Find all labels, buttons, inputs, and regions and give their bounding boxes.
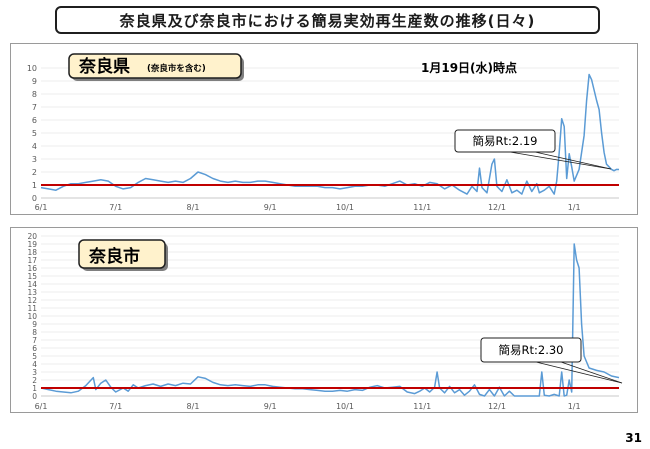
chart2-y-tick-label: 17 bbox=[27, 256, 37, 265]
chart1-x-tick-label: 12/1 bbox=[488, 203, 506, 212]
chart2-y-tick-label: 16 bbox=[27, 264, 37, 273]
chart2-x-tick-label: 1/1 bbox=[568, 402, 581, 411]
chart1-x-tick-label: 10/1 bbox=[336, 203, 354, 212]
chart1-rt-series-line bbox=[40, 73, 620, 195]
chart2-y-tick-label: 10 bbox=[27, 312, 37, 321]
chart-nara-prefecture: 0 1 2 3 4 5 6 7 8 9 10 6/1 7/1 8/1 9/1 10/1 11/1 12/1 1/1 奈… bbox=[27, 53, 620, 212]
chart2-y-tick-label: 4 bbox=[32, 360, 37, 369]
chart-panel-nara-prefecture: 0 1 2 3 4 5 6 7 8 9 10 6/1 7/1 8/1 9/1 10/1 11/1 12/1 1/1 奈… bbox=[10, 43, 638, 215]
chart2-x-tick-label: 9/1 bbox=[264, 402, 277, 411]
chart1-y-tick-label: 4 bbox=[32, 142, 37, 151]
chart2-y-tick-label: 20 bbox=[27, 232, 37, 241]
chart2-y-tick-label: 9 bbox=[32, 320, 37, 329]
chart1-x-tick-label: 1/1 bbox=[568, 203, 581, 212]
chart1-y-tick-label: 7 bbox=[32, 103, 37, 112]
chart1-y-tick-label: 9 bbox=[32, 77, 37, 86]
chart1-annotation-label: 簡易Rt:2.19 bbox=[473, 134, 538, 148]
chart1-y-tick-label: 5 bbox=[32, 129, 37, 138]
chart1-panel-sublabel: (奈良市を含む) bbox=[147, 63, 206, 74]
chart2-y-tick-label: 13 bbox=[27, 288, 37, 297]
chart1-annotation-pointer bbox=[509, 151, 612, 170]
chart2-y-tick-label: 19 bbox=[27, 240, 37, 249]
chart2-x-tick-label: 10/1 bbox=[336, 402, 354, 411]
chart1-y-tick-label: 1 bbox=[32, 181, 37, 190]
chart2-y-tick-label: 8 bbox=[32, 328, 37, 337]
chart2-y-tick-label: 7 bbox=[32, 336, 37, 345]
chart1-x-tick-label: 9/1 bbox=[264, 203, 277, 212]
chart1-y-tick-label: 2 bbox=[32, 168, 37, 177]
chart1-x-tick-label: 11/1 bbox=[413, 203, 431, 212]
chart1-annotation-pointer bbox=[534, 151, 612, 170]
chart2-panel-label: 奈良市 bbox=[88, 246, 140, 267]
chart2-y-tick-label: 1 bbox=[32, 384, 37, 393]
chart1-x-tick-label: 8/1 bbox=[187, 203, 200, 212]
chart1-panel-label-box bbox=[68, 53, 242, 79]
chart2-x-tick-label: 7/1 bbox=[109, 402, 122, 411]
chart1-y-tick-label: 0 bbox=[32, 194, 37, 203]
page-number: 31 bbox=[625, 431, 642, 445]
chart2-y-tick-label: 2 bbox=[32, 376, 37, 385]
chart2-y-tick-label: 14 bbox=[27, 280, 37, 289]
chart2-y-tick-label: 5 bbox=[32, 352, 37, 361]
chart2-annotation-pointer bbox=[560, 361, 623, 384]
chart2-annotation-pointer bbox=[535, 361, 623, 384]
chart-panel-nara-city: 0 1 2 3 4 5 6 7 8 9 10 11 12 13 14 15 16 17 18 19 20 6/1 7/1 8/… bbox=[10, 227, 638, 413]
chart1-panel-label: 奈良県 bbox=[78, 56, 130, 77]
chart1-y-tick-label: 3 bbox=[32, 155, 37, 164]
chart1-y-tick-label: 10 bbox=[27, 64, 37, 73]
chart1-y-tick-label: 8 bbox=[32, 90, 37, 99]
chart2-x-tick-label: 8/1 bbox=[187, 402, 200, 411]
chart2-y-tick-label: 6 bbox=[32, 344, 37, 353]
chart2-y-tick-label: 0 bbox=[32, 392, 37, 401]
chart1-x-tick-label: 6/1 bbox=[35, 203, 48, 212]
chart2-y-tick-label: 11 bbox=[27, 304, 37, 313]
chart1-date-note: 1月19日(水)時点 bbox=[421, 60, 517, 75]
chart2-y-tick-label: 3 bbox=[32, 368, 37, 377]
chart2-annotation-label: 簡易Rt:2.30 bbox=[499, 343, 564, 357]
chart2-y-tick-label: 18 bbox=[27, 248, 37, 257]
chart2-y-tick-label: 12 bbox=[27, 296, 37, 305]
chart2-x-tick-label: 11/1 bbox=[413, 402, 431, 411]
chart2-x-tick-label: 6/1 bbox=[35, 402, 48, 411]
chart2-x-tick-label: 12/1 bbox=[488, 402, 506, 411]
page-title: 奈良県及び奈良市における簡易実効再生産数の推移(日々) bbox=[55, 6, 600, 34]
chart1-y-tick-label: 6 bbox=[32, 116, 37, 125]
chart1-annotation-box bbox=[454, 129, 556, 153]
chart1-x-tick-label: 7/1 bbox=[109, 203, 122, 212]
chart2-panel-label-box bbox=[78, 239, 166, 269]
chart2-annotation-box bbox=[480, 337, 582, 363]
chart2-y-tick-label: 15 bbox=[27, 272, 37, 281]
